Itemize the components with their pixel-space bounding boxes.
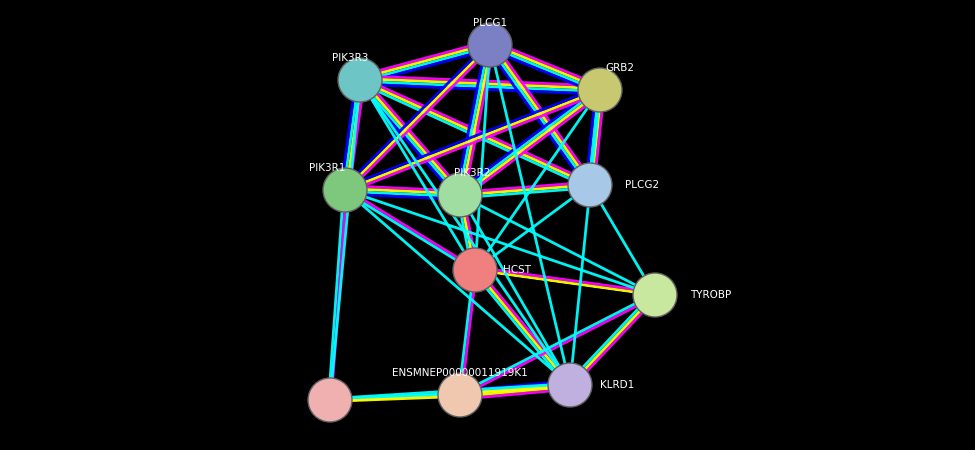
Circle shape [568, 163, 612, 207]
Circle shape [578, 68, 622, 112]
Circle shape [438, 173, 482, 217]
Text: GRB2: GRB2 [605, 63, 635, 73]
Text: PIK3R2: PIK3R2 [453, 168, 490, 178]
Text: TYROBP: TYROBP [690, 290, 731, 300]
Circle shape [308, 378, 352, 422]
Circle shape [453, 248, 497, 292]
Circle shape [468, 23, 512, 67]
Circle shape [633, 273, 677, 317]
Circle shape [323, 168, 367, 212]
Text: PLCG1: PLCG1 [473, 18, 507, 28]
Text: PLCG2: PLCG2 [625, 180, 659, 190]
Text: HCST: HCST [503, 265, 531, 275]
Circle shape [438, 373, 482, 417]
Text: ENSMNEP00000011919K1: ENSMNEP00000011919K1 [392, 368, 527, 378]
Circle shape [338, 58, 382, 102]
Text: KLRD1: KLRD1 [600, 380, 635, 390]
Circle shape [548, 363, 592, 407]
Text: PIK3R3: PIK3R3 [332, 53, 369, 63]
Text: PIK3R1: PIK3R1 [309, 163, 345, 173]
